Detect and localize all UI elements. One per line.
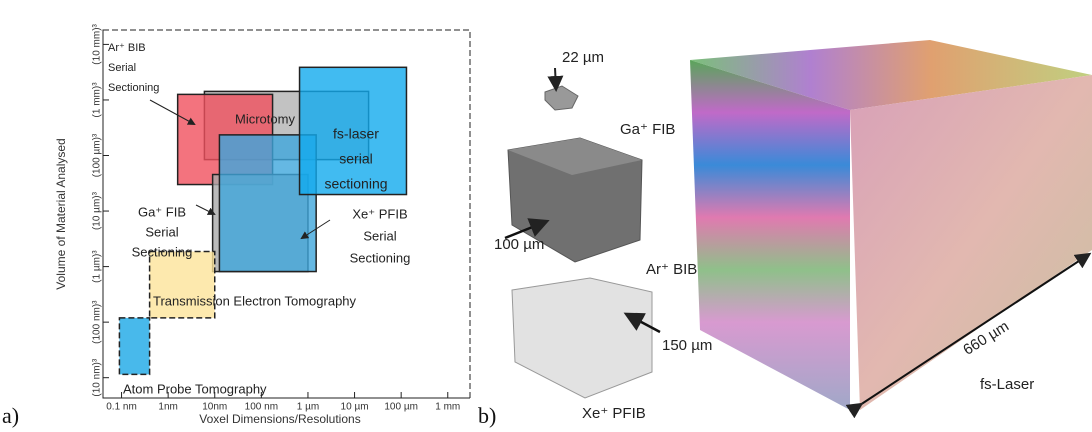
x-tick-label: 0.1 nm — [106, 402, 137, 413]
panel-label: a) — [2, 403, 19, 428]
image-label: Ar⁺ BIB — [646, 261, 697, 278]
x-axis-title: Voxel Dimensions/Resolutions — [199, 412, 360, 426]
range-label: Serial — [145, 224, 178, 239]
range-label: Atom Probe Tomography — [123, 381, 267, 396]
image-label: 100 µm — [494, 236, 544, 253]
range-label: sectioning — [324, 176, 387, 192]
figure: Voxel Dimensions/Resolutions Volume of M… — [0, 0, 1092, 432]
arrow — [196, 205, 214, 214]
image-label: Xe⁺ PFIB — [582, 405, 646, 422]
x-tick-label: 100 µm — [384, 402, 418, 413]
range-label: fs-laser — [333, 126, 379, 142]
x-tick-label: 1 µm — [297, 402, 319, 413]
range-label: Microtomy — [235, 111, 295, 126]
y-tick-label: (1 µm)³ — [92, 250, 103, 283]
range-label: Sectioning — [350, 250, 411, 265]
range-label: Sectioning — [108, 82, 159, 94]
range-box — [119, 318, 149, 375]
y-tick-label: (100 µm)³ — [92, 133, 103, 177]
x-tick-label: 10nm — [202, 402, 227, 413]
y-tick-label: (1 mm)³ — [92, 82, 103, 118]
image-label: 22 µm — [562, 49, 604, 66]
range-label: Ga⁺ FIB — [138, 204, 186, 219]
panel-label: b) — [478, 403, 496, 428]
page: Voxel Dimensions/Resolutions Volume of M… — [0, 0, 1092, 432]
image-label: fs-Laser — [980, 376, 1034, 393]
x-tick-label: 100 nm — [245, 402, 278, 413]
range-label: Serial — [363, 228, 396, 243]
range-label: Transmission Electron Tomography — [153, 293, 357, 308]
arrow — [555, 68, 556, 88]
xe-box — [512, 278, 652, 398]
y-tick-label: (10 µm)³ — [92, 191, 103, 230]
range-label: Serial — [108, 62, 136, 74]
block-front — [850, 75, 1092, 410]
panel-b — [505, 40, 1092, 410]
y-tick-label: (10 nm)³ — [92, 358, 103, 396]
x-tick-label: 1 mm — [435, 402, 460, 413]
y-tick-label: (10 mm)³ — [92, 23, 103, 64]
range-label: serial — [339, 151, 372, 167]
x-tick-label: 10 µm — [341, 402, 369, 413]
y-tick-label: (100 nm)³ — [92, 300, 103, 344]
x-tick-label: 1nm — [158, 402, 177, 413]
image-label: Ga⁺ FIB — [620, 121, 675, 138]
range-label: Ar⁺ BIB — [108, 42, 146, 54]
y-axis-title: Volume of Material Analysed — [54, 138, 68, 289]
range-label: Xe⁺ PFIB — [352, 206, 407, 221]
ga-cube — [545, 86, 578, 110]
range-label: Sectioning — [132, 244, 193, 259]
image-label: 150 µm — [662, 337, 712, 354]
block-side — [690, 60, 850, 410]
